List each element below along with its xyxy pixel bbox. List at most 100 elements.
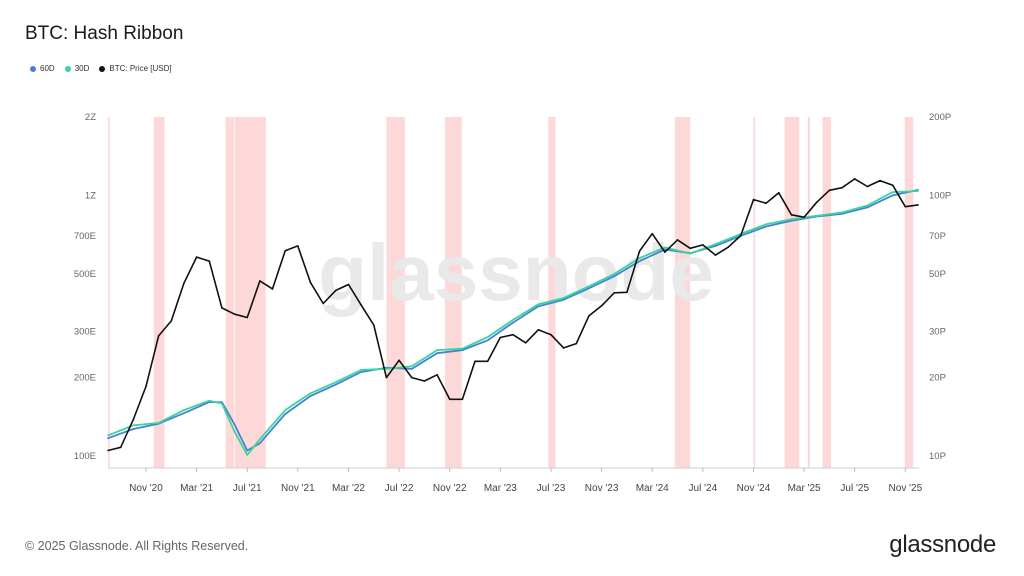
series-point-btc-price [891, 184, 894, 186]
series-point-60d [411, 368, 413, 370]
series-point-60d [486, 339, 489, 342]
series-point-60d [360, 371, 362, 373]
legend-item-30d[interactable]: 30D [64, 64, 90, 73]
chart-title: BTC: Hash Ribbon [25, 23, 184, 44]
series-point-30d [436, 349, 438, 351]
series-point-btc-price [727, 246, 729, 248]
legend-item-price[interactable]: BTC: Price [USD] [99, 64, 172, 73]
series-point-60d [866, 206, 869, 209]
x-tick-label: Nov '20 [129, 483, 163, 494]
series-point-btc-price [676, 239, 679, 241]
series-point-30d [537, 303, 540, 306]
series-point-btc-price [385, 376, 388, 379]
series-point-60d [246, 449, 248, 452]
series-point-btc-price [145, 385, 147, 388]
series-point-btc-price [233, 313, 236, 316]
series-point-30d [486, 336, 489, 338]
glassnode-logo[interactable]: glassnode [889, 531, 996, 558]
series-point-60d [562, 298, 565, 301]
series-point-btc-price [221, 307, 223, 309]
series-point-btc-price [626, 291, 628, 294]
series-point-btc-price [853, 178, 856, 180]
y-left-tick-label: 100E [74, 451, 96, 462]
series-point-btc-price [132, 418, 135, 421]
y-right-tick-label: 10P [929, 451, 946, 462]
series-point-btc-price [309, 281, 312, 284]
series-point-30d [790, 218, 793, 221]
x-tick-label: Jul '21 [233, 483, 262, 494]
series-point-btc-price [562, 347, 565, 349]
series-point-30d [841, 211, 843, 214]
series-point-btc-price [651, 232, 653, 235]
x-tick-label: Mar '25 [788, 483, 821, 494]
copyright-text: © 2025 Glassnode. All Rights Reserved. [25, 539, 249, 553]
series-point-60d [613, 275, 616, 278]
series-point-btc-price [841, 186, 843, 189]
series-point-60d [588, 287, 590, 290]
series-point-60d [790, 219, 793, 222]
series-point-btc-price [638, 250, 641, 252]
series-point-30d [335, 381, 337, 384]
series-point-30d [613, 273, 616, 275]
series-point-btc-price [423, 380, 426, 382]
series-point-btc-price [828, 189, 831, 192]
legend-label-30d: 30D [74, 64, 90, 73]
series-point-btc-price [107, 449, 109, 452]
series-point-60d [664, 248, 666, 251]
series-point-btc-price [740, 234, 742, 237]
x-tick-label: Jul '22 [385, 483, 414, 494]
legend-item-60d[interactable]: 60D [30, 64, 55, 73]
series-point-60d [436, 352, 438, 355]
x-tick-label: Mar '22 [332, 483, 365, 494]
legend-swatch-price [99, 65, 106, 72]
x-tick-label: Nov '22 [433, 483, 467, 494]
series-point-60d [107, 437, 109, 440]
capitulation-band [444, 117, 462, 468]
series-point-30d [891, 191, 894, 193]
series-point-btc-price [157, 335, 160, 337]
y-right-tick-label: 70P [929, 231, 946, 242]
series-point-btc-price [613, 292, 616, 294]
series-point-btc-price [436, 374, 438, 376]
series-point-btc-price [486, 360, 489, 363]
series-point-btc-price [702, 244, 704, 246]
series-point-60d [259, 442, 261, 445]
series-point-60d [309, 395, 312, 397]
series-point-60d [714, 245, 717, 247]
series-point-btc-price [550, 333, 552, 336]
series-point-btc-price [537, 329, 540, 331]
capitulation-band [822, 117, 832, 468]
series-point-btc-price [714, 254, 717, 256]
x-tick-label: Nov '23 [585, 483, 619, 494]
capitulation-band [807, 117, 810, 468]
series-point-60d [765, 225, 767, 228]
y-left-tick-label: 2Z [85, 112, 96, 123]
x-tick-label: Mar '24 [636, 483, 669, 494]
series-point-btc-price [917, 204, 919, 206]
series-point-60d [638, 260, 641, 262]
y-left-tick-label: 500E [74, 269, 96, 280]
series-point-60d [537, 305, 540, 308]
capitulation-band [153, 117, 165, 468]
series-point-30d [309, 392, 312, 395]
series-point-btc-price [816, 201, 818, 203]
series-point-60d [132, 428, 135, 430]
series-point-btc-price [765, 202, 767, 204]
capitulation-band [904, 117, 914, 468]
series-point-30d [157, 422, 160, 424]
x-tick-label: Nov '25 [889, 483, 923, 494]
y-right-tick-label: 30P [929, 327, 946, 338]
x-tick-label: Nov '24 [737, 483, 771, 494]
series-point-btc-price [778, 192, 780, 194]
capitulation-bands [108, 117, 914, 468]
x-tick-label: Jul '25 [840, 483, 869, 494]
x-tick-label: Mar '23 [484, 483, 517, 494]
series-point-30d [183, 409, 185, 411]
series-point-60d [891, 194, 894, 197]
series-point-30d [208, 399, 211, 402]
series-point-btc-price [259, 280, 261, 282]
series-point-btc-price [790, 214, 793, 216]
series-point-btc-price [373, 324, 375, 326]
series-point-30d [411, 365, 413, 368]
